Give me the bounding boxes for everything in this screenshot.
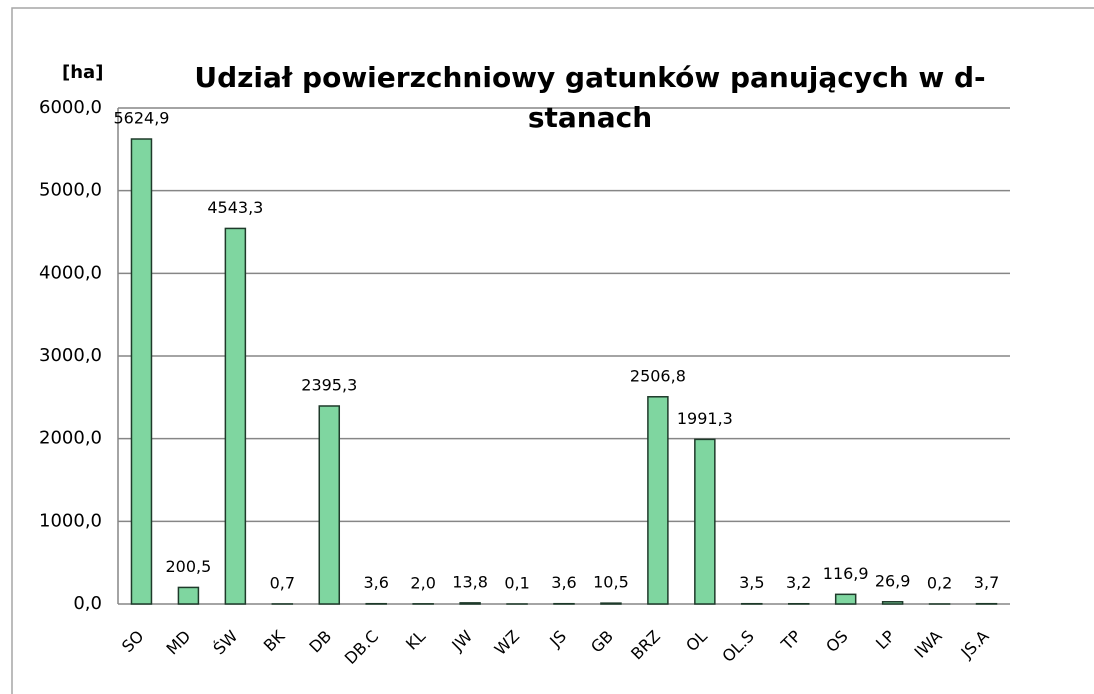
x-tick-label: GB	[587, 627, 617, 657]
bar	[177, 586, 200, 605]
bar	[881, 601, 904, 605]
data-label: 1991,3	[677, 409, 733, 428]
data-label: 4543,3	[207, 198, 263, 217]
x-tick-label: BRZ	[627, 627, 664, 664]
y-tick-label: 2000,0	[39, 428, 102, 449]
bar	[647, 396, 669, 605]
x-tick-label: OS	[822, 627, 852, 657]
data-label: 116,9	[823, 564, 869, 583]
data-label: 10,5	[593, 573, 629, 592]
x-tick-label: MD	[163, 627, 195, 659]
data-label: 3,6	[551, 573, 576, 592]
y-tick-label: 1000,0	[39, 510, 102, 531]
x-tick-label: BK	[260, 626, 289, 655]
data-label: 3,5	[739, 573, 764, 592]
x-tick-label: DB.C	[341, 627, 382, 668]
x-tick-label: LP	[872, 626, 899, 653]
data-label: 13,8	[452, 572, 488, 591]
bar	[459, 602, 481, 605]
x-tick-label: ŚW	[210, 626, 242, 658]
y-tick-label: 3000,0	[39, 345, 102, 366]
bar	[224, 227, 247, 605]
data-label: 0,2	[927, 573, 952, 592]
data-label: 2395,3	[301, 375, 357, 394]
data-label: 3,7	[974, 573, 999, 592]
x-tick-label: KL	[402, 627, 429, 654]
y-tick-label: 6000,0	[39, 97, 102, 118]
data-label: 0,7	[270, 573, 295, 592]
data-label: 2,0	[410, 573, 435, 592]
x-tick-label: OL	[682, 627, 711, 656]
y-axis-label: [ha]	[62, 62, 104, 83]
y-tick-label: 0,0	[73, 593, 102, 614]
x-tick-label: JS.A	[957, 627, 993, 663]
x-tick-label: WZ	[491, 627, 523, 659]
x-tick-label: JS	[545, 627, 570, 652]
data-label: 3,2	[786, 573, 811, 592]
data-label: 3,6	[363, 573, 388, 592]
data-label: 2506,8	[630, 366, 686, 385]
x-tick-label: SO	[118, 627, 148, 657]
data-label: 26,9	[875, 571, 911, 590]
x-tick-label: OL.S	[718, 627, 757, 666]
y-tick-label: 5000,0	[39, 180, 102, 201]
bar	[318, 405, 341, 605]
data-label: 0,1	[504, 573, 529, 592]
x-tick-label: IWA	[911, 627, 946, 662]
x-tick-label: TP	[777, 626, 805, 654]
chart-border	[11, 7, 1094, 694]
data-label: 200,5	[166, 557, 212, 576]
bar	[130, 138, 153, 605]
data-label: 5624,9	[113, 109, 169, 128]
bar	[694, 438, 716, 605]
chart-title: Udział powierzchniowy gatunków panującyc…	[194, 61, 986, 134]
x-tick-label: JW	[447, 626, 476, 655]
bar	[600, 602, 622, 605]
bar	[834, 593, 857, 605]
x-tick-label: DB	[305, 627, 335, 657]
y-tick-label: 4000,0	[39, 262, 102, 283]
